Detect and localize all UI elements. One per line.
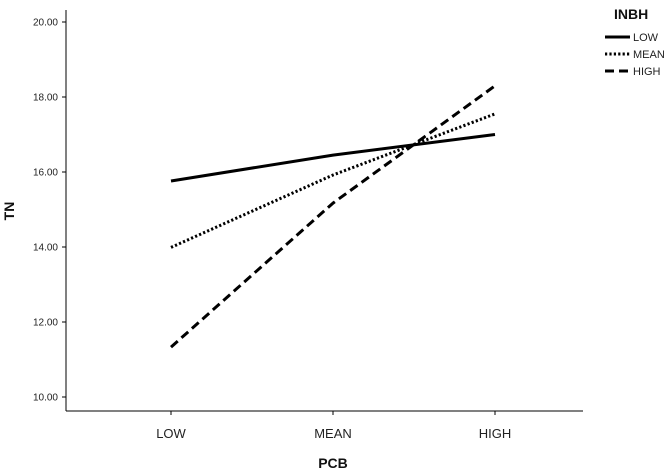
y-tick-label: 20.00: [33, 18, 58, 29]
y-tick-label: 12.00: [33, 318, 58, 329]
y-axis-ticks: 10.00 12.00 14.00 16.00 18.00 20.00: [33, 18, 66, 404]
y-tick-label: 10.00: [33, 393, 58, 404]
legend-label-high: HIGH: [633, 66, 661, 78]
legend: INBH LOW MEAN HIGH: [605, 6, 665, 78]
series-line-high: [170, 84, 496, 349]
series-line-low: [170, 133, 496, 183]
x-tick-label: LOW: [156, 426, 186, 441]
y-tick-label: 18.00: [33, 93, 58, 104]
series-lines: [170, 84, 496, 349]
y-tick-label: 14.00: [33, 243, 58, 254]
x-tick-label: MEAN: [314, 426, 352, 441]
x-axis-title: PCB: [318, 455, 348, 471]
x-tick-label: HIGH: [479, 426, 512, 441]
x-axis-ticks: LOW MEAN HIGH: [156, 411, 511, 441]
legend-label-mean: MEAN: [633, 49, 665, 61]
legend-items: LOW MEAN HIGH: [605, 32, 665, 78]
legend-title: INBH: [614, 6, 648, 22]
y-axis-title: TN: [1, 202, 17, 221]
legend-label-low: LOW: [633, 32, 659, 44]
y-tick-label: 16.00: [33, 168, 58, 179]
series-line-mean: [170, 112, 496, 249]
